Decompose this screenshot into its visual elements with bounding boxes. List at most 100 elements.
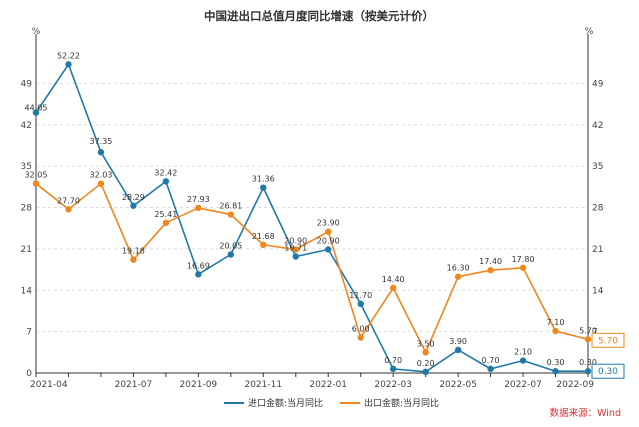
import-data-point — [487, 365, 494, 373]
y-tick-label-right: 28 — [592, 204, 604, 214]
export-data-point — [454, 273, 462, 280]
import-data-label: 0.20 — [417, 359, 435, 368]
export-data-point — [97, 180, 105, 187]
export-data-point — [227, 211, 235, 218]
import-data-label: 2.10 — [514, 348, 532, 357]
import-data-point — [519, 357, 527, 364]
import-data-label: 44.05 — [25, 104, 48, 113]
right-unit-label: % — [585, 27, 594, 37]
import-data-label: 31.36 — [252, 175, 275, 184]
import-data-point — [454, 346, 462, 354]
export-data-label: 32.05 — [25, 171, 48, 180]
export-data-label: 17.80 — [512, 255, 535, 264]
import-data-label: 0.70 — [384, 356, 402, 365]
export-data-point — [130, 256, 137, 263]
import-data-label: 0.30 — [579, 358, 597, 367]
import-data-point — [65, 61, 72, 68]
import-data-label: 3.90 — [449, 337, 467, 346]
export-data-label: 3.50 — [417, 339, 435, 348]
export-end-value-box — [591, 332, 625, 348]
export-data-label: 19.18 — [122, 247, 145, 256]
export-data-point — [292, 246, 299, 253]
import-data-point — [325, 246, 332, 253]
export-data-label: 27.70 — [57, 196, 80, 205]
export-series-line — [35, 182, 589, 355]
export-data-point — [162, 219, 170, 227]
export-data-label: 14.40 — [382, 275, 405, 284]
export-data-point — [422, 349, 429, 356]
export-data-label: 17.40 — [479, 257, 502, 266]
y-tick-label-left: 42 — [21, 121, 32, 131]
export-data-label: 26.81 — [219, 202, 242, 211]
x-tick-label: 2021-07 — [115, 380, 153, 390]
export-data-label: 23.90 — [317, 219, 340, 228]
export-data-label: 5.70 — [579, 326, 597, 335]
import-data-point — [357, 300, 364, 308]
export-data-label: 6.00 — [352, 325, 370, 334]
chart-title: 中国进出口总值月度同比增速（按美元计价） — [204, 9, 434, 23]
import-data-point — [227, 251, 235, 258]
data-labels: 44.05 52.22 37.35 28.29 32.42 16.69 20.05 31.36… — [25, 51, 625, 379]
import-data-label: 28.29 — [122, 193, 145, 202]
y-tick-label-right: 42 — [592, 121, 603, 131]
export-data-point — [260, 241, 267, 249]
source-note: 数据来源：Wind — [550, 407, 621, 419]
legend-export-label: 出口金额:当月同比 — [364, 397, 439, 409]
import-data-point — [389, 365, 397, 373]
export-data-point — [519, 264, 527, 271]
import-data-point — [97, 149, 105, 156]
x-tick-label: 2021-11 — [244, 380, 282, 390]
import-data-label: 0.30 — [547, 358, 565, 367]
y-tick-label-left: 7 — [26, 328, 32, 338]
export-data-point — [325, 228, 332, 235]
y-tick-label-right: 21 — [592, 245, 603, 255]
y-tick-label-left: 0 — [26, 369, 32, 379]
legend-import-label: 进口金额:当月同比 — [248, 397, 323, 409]
x-tick-label: 2022-09 — [556, 380, 594, 390]
export-data-label: 7.10 — [547, 318, 565, 327]
series-layer — [32, 61, 592, 376]
export-data-point — [357, 334, 364, 341]
y-tick-label-left: 35 — [21, 162, 32, 172]
export-data-point — [32, 180, 40, 187]
import-data-point — [584, 368, 592, 375]
x-tick-label: 2022-05 — [439, 380, 477, 390]
x-tick-label: 2022-01 — [309, 380, 347, 390]
import-data-label: 0.70 — [482, 356, 500, 365]
export-data-point — [65, 206, 72, 213]
y-tick-label-left: 49 — [21, 79, 33, 89]
import-data-point — [32, 109, 40, 116]
import-data-label: 37.35 — [89, 137, 112, 146]
x-tick-label: 2021-04 — [30, 380, 68, 390]
y-tick-label-left: 21 — [21, 245, 32, 255]
import-data-label: 16.69 — [187, 261, 210, 270]
import-end-value: 0.30 — [598, 367, 618, 377]
import-data-point — [195, 271, 202, 278]
y-tick-label-right: 35 — [592, 162, 603, 172]
export-data-point — [389, 284, 397, 292]
grid — [36, 82, 588, 333]
import-series-line — [35, 62, 588, 373]
import-data-label: 20.05 — [219, 241, 242, 250]
export-data-point — [552, 327, 559, 335]
export-data-label: 16.30 — [447, 264, 470, 273]
import-data-point — [162, 178, 170, 185]
x-tick-label: 2021-09 — [180, 380, 218, 390]
import-data-point — [130, 202, 137, 209]
y-tick-label-left: 28 — [21, 204, 33, 214]
import-data-label: 20.90 — [317, 236, 340, 245]
import-data-point — [292, 253, 299, 260]
import-data-label: 11.70 — [349, 291, 372, 300]
x-tick-label: 2022-03 — [374, 380, 412, 390]
import-data-point — [422, 368, 429, 376]
import-data-label: 32.42 — [154, 168, 177, 177]
export-data-point — [487, 266, 494, 274]
export-data-label: 27.93 — [187, 195, 210, 204]
import-data-label: 52.22 — [57, 51, 80, 60]
y-tick-label-right: 14 — [592, 286, 604, 296]
y-tick-label-left: 14 — [21, 286, 33, 296]
export-data-label: 21.68 — [252, 232, 275, 241]
import-data-point — [552, 368, 559, 375]
export-data-label: 25.41 — [154, 210, 177, 219]
